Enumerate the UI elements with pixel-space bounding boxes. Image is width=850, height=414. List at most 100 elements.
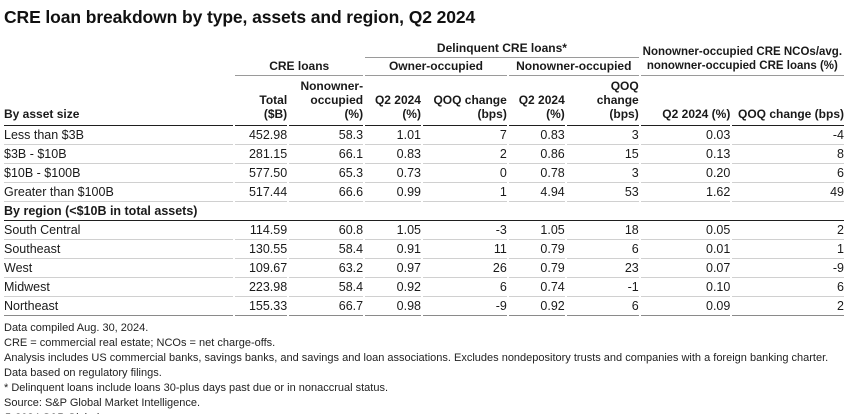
- cell-nco-qoq: 2: [732, 297, 844, 316]
- cell-no-q2: 0.74: [508, 278, 565, 297]
- cell-oo-q2: 0.99: [365, 183, 421, 202]
- footnote-definitions: CRE = commercial real estate; NCOs = net…: [4, 337, 276, 349]
- cell-no-qoq: 18: [566, 221, 639, 240]
- nonowner-occupied-group-header: Nonowner-occupied: [508, 58, 639, 76]
- table-row-northeast: Northeast 155.33 66.7 0.98 -9 0.92 6 0.0…: [4, 297, 844, 316]
- cell-row-label: Midwest: [4, 278, 234, 297]
- cell-nco-q2: 0.05: [640, 221, 731, 240]
- cell-nonowner-pct: 60.8: [289, 221, 364, 240]
- cell-row-label: West: [4, 259, 234, 278]
- col-header-no-q2-2024: Q2 2024 (%): [508, 76, 565, 126]
- section-row-by-region: By region (<$10B in total assets): [4, 202, 844, 221]
- col-header-no-qoq-change: QOQ change (bps): [566, 76, 639, 126]
- footnote-analysis-scope: Analysis includes US commercial banks, s…: [4, 352, 829, 364]
- table-row-3b-10b: $3B - $10B 281.15 66.1 0.83 2 0.86 15 0.…: [4, 145, 844, 164]
- cell-no-q2: 0.79: [508, 259, 565, 278]
- delinquent-group-header: Delinquent CRE loans*: [365, 40, 639, 58]
- cell-nco-qoq: 6: [732, 164, 844, 183]
- cell-no-qoq: 6: [566, 240, 639, 259]
- page-title: CRE loan breakdown by type, assets and r…: [4, 7, 476, 27]
- cell-row-label: Less than $3B: [4, 126, 234, 145]
- cell-nco-qoq: 1: [732, 240, 844, 259]
- cell-no-qoq: 23: [566, 259, 639, 278]
- col-header-oo-qoq-change: QOQ change (bps): [422, 76, 507, 126]
- cell-nco-qoq: 49: [732, 183, 844, 202]
- cell-nco-q2: 0.03: [640, 126, 731, 145]
- cell-oo-q2: 0.97: [365, 259, 421, 278]
- footnotes: Data compiled Aug. 30, 2024. CRE = comme…: [4, 321, 846, 414]
- cell-total: 577.50: [235, 164, 288, 183]
- nco-group-header: Nonowner-occupied CRE NCOs/avg. nonowner…: [640, 40, 844, 76]
- cre-loan-table: Delinquent CRE loans* Nonowner-occupied …: [2, 40, 846, 316]
- table-row-south-central: South Central 114.59 60.8 1.05 -3 1.05 1…: [4, 221, 844, 240]
- cre-loans-group-header: CRE loans: [235, 58, 364, 76]
- footnote-copyright: © 2024 S&P Global.: [4, 411, 846, 414]
- cell-nco-qoq: 2: [732, 221, 844, 240]
- cell-nco-q2: 0.13: [640, 145, 731, 164]
- cell-total: 223.98: [235, 278, 288, 297]
- cell-nonowner-pct: 58.3: [289, 126, 364, 145]
- cell-no-q2: 0.92: [508, 297, 565, 316]
- cell-total: 281.15: [235, 145, 288, 164]
- cell-nco-qoq: 8: [732, 145, 844, 164]
- cell-nco-qoq: -4: [732, 126, 844, 145]
- cell-total: 452.98: [235, 126, 288, 145]
- cell-no-q2: 0.83: [508, 126, 565, 145]
- cell-oo-q2: 0.92: [365, 278, 421, 297]
- cell-no-qoq: 15: [566, 145, 639, 164]
- header-group-row-top: Delinquent CRE loans* Nonowner-occupied …: [4, 40, 844, 76]
- cell-row-label: Northeast: [4, 297, 234, 316]
- footnote-data-basis: Data based on regulatory filings.: [4, 367, 162, 379]
- table-row-midwest: Midwest 223.98 58.4 0.92 6 0.74 -1 0.10 …: [4, 278, 844, 297]
- cell-oo-qoq: -9: [422, 297, 507, 316]
- cell-no-qoq: 6: [566, 297, 639, 316]
- cell-total: 109.67: [235, 259, 288, 278]
- col-header-oo-q2-2024: Q2 2024 (%): [365, 76, 421, 126]
- cell-row-label: $10B - $100B: [4, 164, 234, 183]
- table-row-greater-than-100b: Greater than $100B 517.44 66.6 0.99 1 4.…: [4, 183, 844, 202]
- cell-row-label: Southeast: [4, 240, 234, 259]
- cell-oo-qoq: 0: [422, 164, 507, 183]
- cell-nco-q2: 0.09: [640, 297, 731, 316]
- cell-oo-qoq: 7: [422, 126, 507, 145]
- col-header-nco-qoq-change: QOQ change (bps): [732, 76, 844, 126]
- footnote-source: Source: S&P Global Market Intelligence.: [4, 397, 201, 409]
- cell-no-qoq: -1: [566, 278, 639, 297]
- table-row-west: West 109.67 63.2 0.97 26 0.79 23 0.07 -9: [4, 259, 844, 278]
- cell-no-q2: 4.94: [508, 183, 565, 202]
- header-spacer: [4, 40, 363, 58]
- cell-total: 114.59: [235, 221, 288, 240]
- cell-oo-qoq: 26: [422, 259, 507, 278]
- cell-nonowner-pct: 63.2: [289, 259, 364, 278]
- cell-oo-q2: 1.05: [365, 221, 421, 240]
- table-row-southeast: Southeast 130.55 58.4 0.91 11 0.79 6 0.0…: [4, 240, 844, 259]
- col-header-nonowner-occupied-pct: Nonowner-occupied (%): [289, 76, 364, 126]
- cell-nco-q2: 0.20: [640, 164, 731, 183]
- cell-oo-q2: 0.83: [365, 145, 421, 164]
- cell-oo-q2: 0.73: [365, 164, 421, 183]
- cell-total: 517.44: [235, 183, 288, 202]
- cell-oo-q2: 0.91: [365, 240, 421, 259]
- cell-nco-q2: 0.01: [640, 240, 731, 259]
- footnote-compiled-date: Data compiled Aug. 30, 2024.: [4, 322, 149, 334]
- cell-nco-qoq: -9: [732, 259, 844, 278]
- cell-nonowner-pct: 66.7: [289, 297, 364, 316]
- cell-nco-q2: 0.10: [640, 278, 731, 297]
- table-row-less-than-3b: Less than $3B 452.98 58.3 1.01 7 0.83 3 …: [4, 126, 844, 145]
- cell-oo-q2: 0.98: [365, 297, 421, 316]
- section-label: By region (<$10B in total assets): [4, 202, 844, 221]
- cell-total: 130.55: [235, 240, 288, 259]
- header-spacer: [4, 58, 233, 76]
- cell-nonowner-pct: 58.4: [289, 240, 364, 259]
- cell-oo-qoq: 11: [422, 240, 507, 259]
- cell-total: 155.33: [235, 297, 288, 316]
- cell-oo-qoq: 2: [422, 145, 507, 164]
- cell-row-label: Greater than $100B: [4, 183, 234, 202]
- cell-oo-qoq: 1: [422, 183, 507, 202]
- cell-oo-q2: 1.01: [365, 126, 421, 145]
- cell-oo-qoq: -3: [422, 221, 507, 240]
- cell-nco-qoq: 6: [732, 278, 844, 297]
- cell-nonowner-pct: 65.3: [289, 164, 364, 183]
- cell-nco-q2: 1.62: [640, 183, 731, 202]
